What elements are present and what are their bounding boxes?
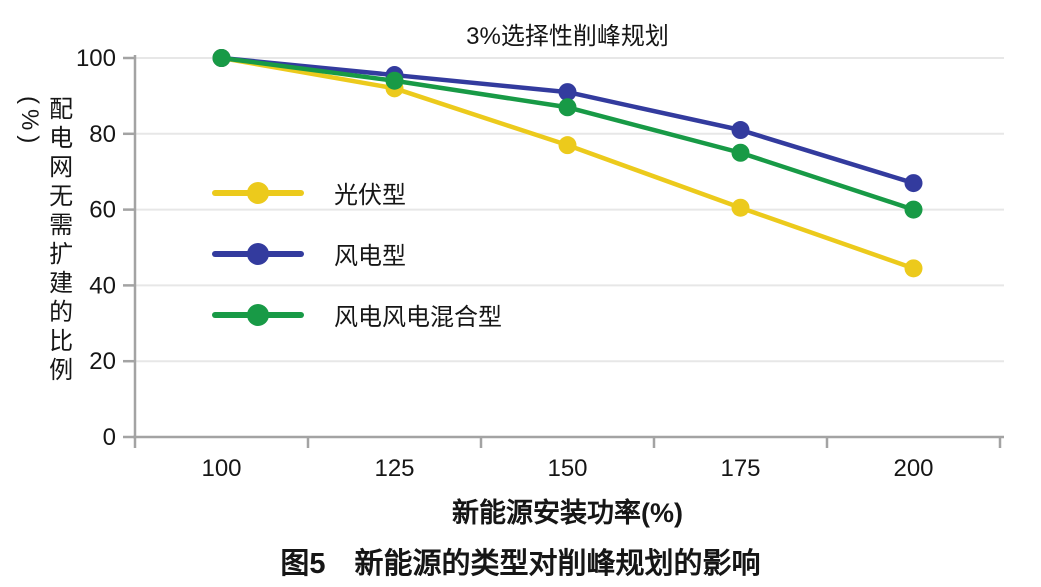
legend-label-wind: 风电型 (334, 243, 406, 270)
x-tick-label: 100 (201, 455, 241, 482)
legend: 光伏型 风电型 风电风电混合型 (212, 162, 502, 345)
hybrid-series-dot-icon (247, 303, 269, 326)
wind-series-dot-icon (247, 242, 269, 265)
data-point-2-4 (904, 200, 923, 219)
y-tick-label: 100 (76, 45, 116, 72)
data-point-2-1 (385, 71, 404, 90)
wind-series-marker-icon (212, 242, 304, 265)
data-point-2-0 (212, 49, 231, 67)
pv-series-dot-icon (247, 181, 269, 204)
y-tick-label: 60 (89, 197, 116, 224)
data-point-2-2 (558, 98, 577, 117)
data-point-1-2 (558, 83, 577, 102)
legend-item-wind: 风电型 (212, 223, 502, 284)
x-tick-label: 125 (374, 455, 414, 482)
legend-item-hybrid: 风电风电混合型 (212, 284, 502, 345)
data-point-0-4 (904, 259, 923, 278)
figure-caption: 图5 新能源的类型对削峰规划的影响 (280, 548, 761, 580)
data-point-0-2 (558, 136, 577, 155)
data-point-0-3 (731, 198, 750, 217)
line-chart: 0 20 40 60 80 100 100 125 150 175 200 (76, 45, 1004, 482)
x-tick-label: 150 (547, 455, 587, 482)
hybrid-series-marker-icon (212, 303, 304, 326)
data-point-2-3 (731, 143, 750, 162)
y-tick-label: 0 (103, 424, 116, 451)
x-axis-label: 新能源安装功率(%) (452, 498, 683, 528)
x-tick-label: 175 (720, 455, 760, 482)
legend-label-pv: 光伏型 (334, 182, 406, 209)
data-point-1-4 (904, 174, 923, 193)
pv-series-marker-icon (212, 181, 304, 204)
y-tick-label: 20 (89, 348, 116, 375)
data-point-1-3 (731, 121, 750, 140)
y-tick-label: 80 (89, 121, 116, 148)
legend-item-pv: 光伏型 (212, 162, 502, 223)
y-tick-label: 40 (89, 272, 116, 299)
legend-label-hybrid: 风电风电混合型 (334, 304, 502, 331)
y-axis-label: 配电网无需扩建的比例(%) (15, 96, 72, 386)
chart-title: 3%选择性削峰规划 (466, 23, 669, 50)
x-tick-label: 200 (893, 455, 933, 482)
